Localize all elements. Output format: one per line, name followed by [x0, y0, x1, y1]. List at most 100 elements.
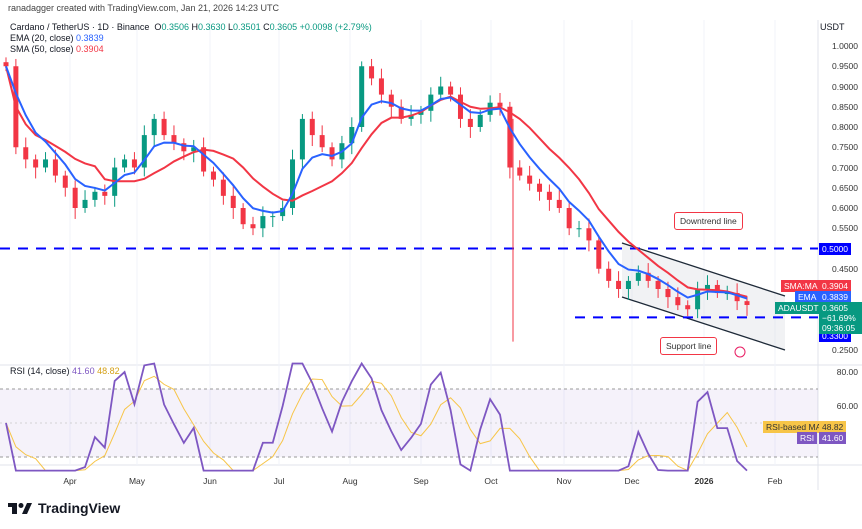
downtrend-line[interactable] — [621, 242, 786, 297]
candle[interactable] — [181, 143, 187, 152]
ema-20-line[interactable] — [5, 65, 748, 300]
rsi-line[interactable] — [5, 361, 748, 473]
chart-legend: Cardano / TetherUS · 1D · Binance O0.350… — [10, 22, 372, 55]
candle[interactable] — [408, 114, 414, 119]
candle[interactable] — [378, 78, 384, 95]
candle[interactable] — [62, 175, 68, 188]
candle[interactable] — [685, 305, 691, 310]
candle[interactable] — [260, 216, 266, 229]
price-pane[interactable] — [0, 20, 818, 365]
flash-icon[interactable] — [734, 346, 746, 358]
sma-legend-label[interactable]: SMA (50, close) — [10, 44, 74, 54]
candle[interactable] — [566, 208, 572, 229]
candle[interactable] — [655, 280, 661, 289]
candle[interactable] — [616, 280, 622, 289]
candle[interactable] — [695, 289, 701, 310]
candle[interactable] — [141, 135, 147, 168]
candle[interactable] — [122, 159, 128, 168]
candle[interactable] — [290, 159, 296, 208]
rsi-ma-line-tag: RSI-based MA — [763, 421, 825, 433]
price-chart[interactable] — [0, 0, 862, 495]
time-tick: Feb — [767, 476, 783, 486]
candle[interactable] — [309, 118, 315, 136]
rsi-ma-line[interactable] — [5, 375, 748, 472]
candle[interactable] — [201, 147, 207, 172]
rsi-ma-legend-value: 48.82 — [97, 366, 120, 376]
candle[interactable] — [388, 94, 394, 107]
candle[interactable] — [546, 191, 552, 200]
candle[interactable] — [23, 147, 29, 160]
symbol-line-tag: ADAUSDT — [775, 302, 822, 314]
price-tick: 0.4500 — [832, 263, 858, 274]
candle[interactable] — [240, 208, 246, 225]
candle[interactable] — [359, 66, 365, 127]
candle[interactable] — [250, 224, 256, 229]
tradingview-wordmark: TradingView — [38, 500, 121, 516]
candle[interactable] — [596, 240, 602, 269]
candle[interactable] — [527, 175, 533, 184]
ema-legend-label[interactable]: EMA (20, close) — [10, 33, 74, 43]
candle[interactable] — [704, 284, 710, 289]
candle[interactable] — [102, 191, 108, 196]
candle[interactable] — [438, 86, 444, 95]
candle[interactable] — [161, 118, 167, 136]
candle[interactable] — [319, 135, 325, 148]
candle[interactable] — [556, 199, 562, 208]
candle[interactable] — [734, 293, 740, 302]
tradingview-logo[interactable]: TradingView — [8, 500, 120, 516]
candle[interactable] — [675, 297, 681, 306]
candle[interactable] — [171, 135, 177, 144]
candle[interactable] — [33, 159, 39, 168]
price-tick: 1.0000 — [832, 41, 858, 51]
time-tick: Apr — [63, 476, 77, 486]
candle[interactable] — [428, 94, 434, 111]
candle[interactable] — [230, 195, 236, 208]
candle[interactable] — [517, 167, 523, 176]
candle[interactable] — [714, 284, 720, 294]
candle[interactable] — [82, 199, 88, 208]
candle[interactable] — [635, 272, 641, 281]
candle[interactable] — [457, 94, 463, 119]
candle[interactable] — [665, 289, 671, 298]
candle[interactable] — [220, 179, 226, 196]
candle[interactable] — [3, 62, 9, 67]
candle[interactable] — [586, 228, 592, 241]
downtrend-annotation: Downtrend line — [674, 212, 743, 230]
candle[interactable] — [497, 102, 503, 107]
channel-lower-line[interactable] — [621, 296, 786, 351]
candle[interactable] — [448, 86, 454, 95]
candle[interactable] — [467, 118, 473, 127]
open-value: 0.3506 — [161, 22, 189, 32]
candle[interactable] — [349, 127, 355, 144]
candle[interactable] — [270, 216, 276, 218]
candle[interactable] — [43, 159, 49, 168]
candle[interactable] — [576, 228, 582, 230]
candle[interactable] — [299, 118, 305, 160]
ema-price-tag: 0.3839 — [819, 291, 851, 303]
candle[interactable] — [369, 66, 375, 79]
candle[interactable] — [606, 268, 612, 281]
symbol-title[interactable]: Cardano / TetherUS · 1D · Binance — [10, 22, 150, 32]
candle[interactable] — [645, 272, 651, 281]
candle[interactable] — [191, 147, 197, 152]
sma-50-line[interactable] — [5, 66, 748, 298]
resistance-price-tag: 0.5000 — [819, 243, 851, 255]
candle[interactable] — [131, 159, 137, 168]
candle[interactable] — [52, 159, 58, 176]
candle[interactable] — [537, 183, 543, 192]
candle[interactable] — [625, 280, 631, 289]
candle[interactable] — [329, 147, 335, 160]
candle[interactable] — [477, 114, 483, 127]
candle[interactable] — [744, 301, 750, 305]
tradingview-logo-icon — [8, 503, 32, 514]
candle[interactable] — [507, 106, 513, 168]
candle[interactable] — [92, 191, 98, 200]
close-value: 0.3605 — [269, 22, 298, 32]
rsi-legend-label[interactable]: RSI (14, close) — [10, 366, 70, 376]
candle[interactable] — [398, 106, 404, 119]
candle[interactable] — [151, 118, 157, 136]
candle[interactable] — [72, 187, 78, 208]
candle[interactable] — [724, 293, 730, 295]
low-value: 0.3501 — [233, 22, 261, 32]
candle[interactable] — [210, 171, 216, 180]
